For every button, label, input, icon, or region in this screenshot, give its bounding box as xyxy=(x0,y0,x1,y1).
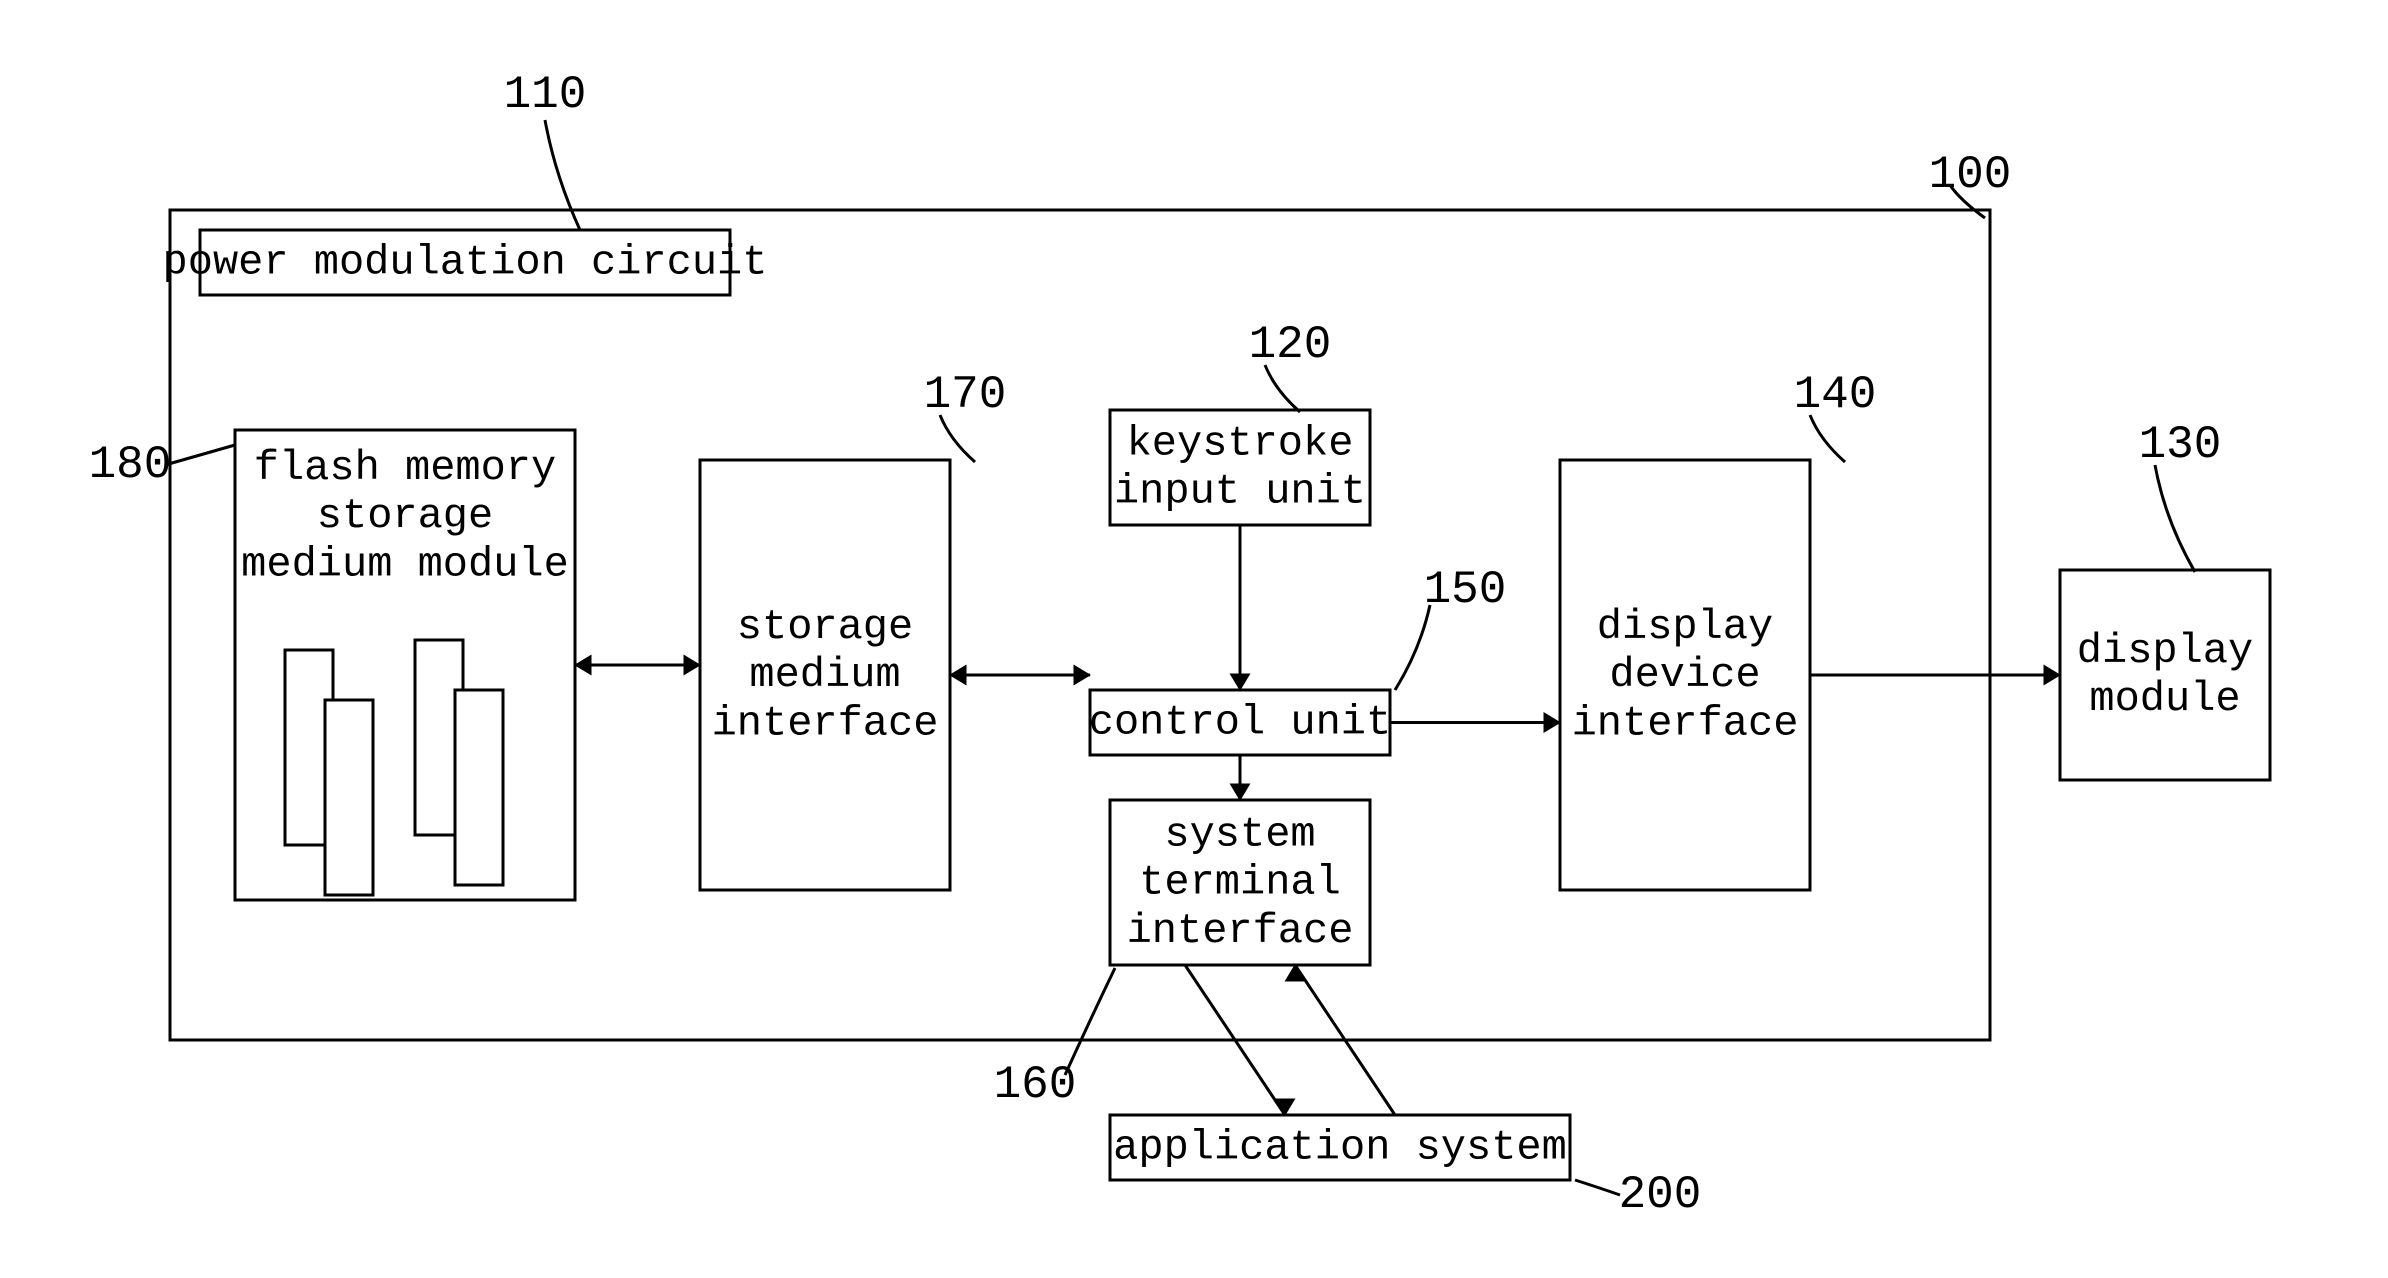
keystroke-input-unit-label: input unit xyxy=(1114,468,1366,516)
system-terminal-interface-label: interface xyxy=(1127,907,1354,955)
keystroke-input-unit-label: keystroke xyxy=(1127,419,1354,467)
ref-label-140: 140 xyxy=(1794,369,1877,421)
control-unit-label: control unit xyxy=(1089,699,1391,747)
flash-memory-storage-medium-module-label: medium module xyxy=(241,540,569,588)
ref-leader-200 xyxy=(1575,1180,1620,1195)
storage-medium-interface-label: medium xyxy=(749,651,900,699)
flash-memory-storage-medium-module-label: flash memory xyxy=(254,444,556,492)
storage-medium-interface-label: interface xyxy=(712,699,939,747)
ref-leader-180 xyxy=(165,445,235,465)
system-terminal-interface-label: system xyxy=(1164,810,1315,858)
flash-memory-storage-medium-module-label: storage xyxy=(317,492,493,540)
application-system-label: application system xyxy=(1113,1124,1567,1172)
ref-label-180: 180 xyxy=(89,439,172,491)
ref-leader-170 xyxy=(940,415,975,462)
system-terminal-interface-label: terminal xyxy=(1139,859,1341,907)
ref-leader-150 xyxy=(1395,605,1430,690)
memory-chip-icon xyxy=(455,690,503,885)
ref-leader-140 xyxy=(1810,415,1845,462)
memory-chip-icon xyxy=(325,700,373,895)
ref-label-160: 160 xyxy=(994,1059,1077,1111)
ref-label-170: 170 xyxy=(924,369,1007,421)
ref-label-200: 200 xyxy=(1619,1169,1702,1221)
display-module-label: module xyxy=(2089,675,2240,723)
display-device-interface-label: device xyxy=(1609,651,1760,699)
block-diagram: power modulation circuitflash memorystor… xyxy=(0,0,2388,1278)
display-module-label: display xyxy=(2077,627,2253,675)
display-device-interface-label: display xyxy=(1597,603,1773,651)
ref-label-120: 120 xyxy=(1249,319,1332,371)
ref-label-150: 150 xyxy=(1424,564,1507,616)
storage-medium-interface-label: storage xyxy=(737,603,913,651)
ref-label-110: 110 xyxy=(504,69,587,121)
ref-leader-130 xyxy=(2155,465,2195,572)
ref-label-130: 130 xyxy=(2139,419,2222,471)
power-modulation-circuit-label: power modulation circuit xyxy=(163,239,768,287)
ref-label-100: 100 xyxy=(1929,149,2012,201)
display-device-interface-label: interface xyxy=(1572,699,1799,747)
ref-leader-120 xyxy=(1265,365,1300,412)
ref-leader-110 xyxy=(545,120,580,230)
